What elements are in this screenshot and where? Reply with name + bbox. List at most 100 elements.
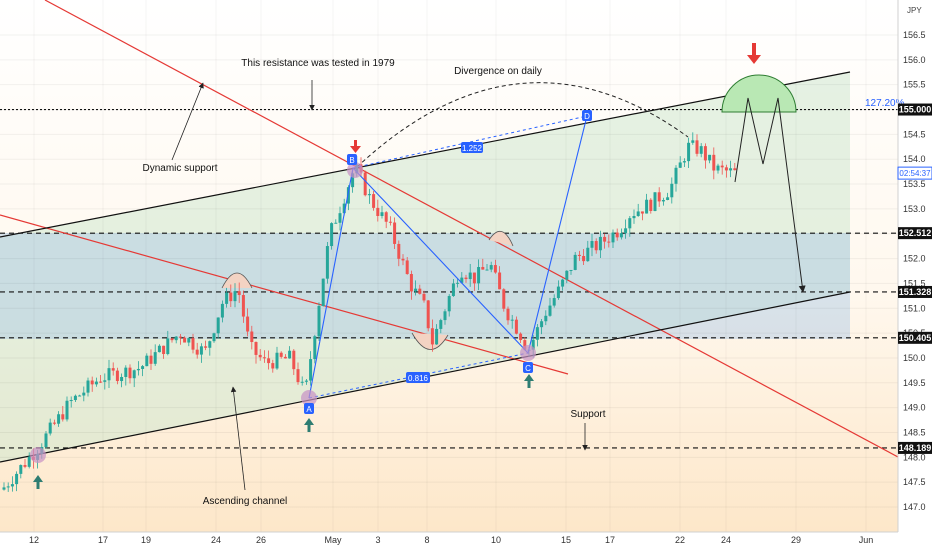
candle <box>510 314 514 329</box>
candles <box>2 132 737 492</box>
candle <box>313 334 317 364</box>
candle <box>716 163 720 174</box>
candle <box>657 187 661 207</box>
candle <box>498 266 502 290</box>
time-tick-label: 8 <box>424 535 429 545</box>
grid <box>0 0 898 532</box>
candle <box>304 379 308 385</box>
point-label-b-text: B <box>349 156 354 165</box>
annotation-ascending-channel: Ascending channel <box>203 496 288 507</box>
candle <box>556 280 560 300</box>
candle <box>107 359 111 388</box>
candle <box>367 188 371 204</box>
channel-fill <box>0 72 850 462</box>
candle <box>724 164 728 178</box>
measure-line-bd <box>352 115 588 169</box>
candle <box>120 373 124 388</box>
candle <box>603 233 607 249</box>
candle <box>191 333 195 354</box>
candle <box>422 290 426 303</box>
candle <box>720 160 724 175</box>
candle <box>233 283 237 308</box>
candle <box>477 259 481 291</box>
candle <box>195 342 199 359</box>
candle <box>283 354 287 359</box>
candle <box>691 132 695 145</box>
candle <box>418 284 422 295</box>
point-label-a-text: A <box>306 405 312 414</box>
candle <box>300 376 304 386</box>
red-arrow-top-icon <box>747 43 761 64</box>
candle <box>309 351 313 386</box>
price-tick-label: 154.5 <box>903 129 926 139</box>
candle <box>586 240 590 262</box>
candle <box>52 419 56 426</box>
candle <box>216 317 220 339</box>
green-arrow-a-icon <box>304 418 314 432</box>
annotation-support: Support <box>570 409 605 420</box>
level-150405-tag-text: 150.405 <box>899 333 932 343</box>
candle <box>460 272 464 284</box>
candle <box>468 263 472 287</box>
price-tick-label: 150.0 <box>903 353 926 363</box>
candle <box>124 365 128 386</box>
candle <box>456 278 460 288</box>
candle <box>636 203 640 217</box>
pivot-circle-b <box>347 162 363 178</box>
candle <box>94 377 98 387</box>
candle <box>632 209 636 224</box>
candle <box>577 250 581 261</box>
candle <box>552 294 556 308</box>
candle <box>288 346 292 359</box>
candle <box>78 394 82 397</box>
candle <box>292 349 296 376</box>
candle <box>57 411 61 427</box>
candle <box>384 211 388 229</box>
price-tick-label: 153.5 <box>903 179 926 189</box>
candle <box>472 272 476 291</box>
candle <box>598 230 602 259</box>
candle <box>136 361 140 376</box>
time-axis[interactable]: 12 17 19 24 26 May 3 8 10 15 17 22 24 29 Jun <box>0 531 898 545</box>
pointer-line-dynamic <box>171 82 204 161</box>
candle <box>338 206 342 231</box>
level-148189-tag: 148.189 <box>898 441 932 454</box>
candle <box>103 373 107 390</box>
candle <box>376 199 380 222</box>
candle <box>573 252 577 271</box>
price-tick-label: 147.0 <box>903 502 926 512</box>
candle <box>611 229 615 248</box>
candle <box>157 344 161 353</box>
candle <box>703 143 707 169</box>
candle <box>372 190 376 211</box>
time-tick-label: Jun <box>859 535 874 545</box>
candle <box>388 216 392 226</box>
candle <box>699 143 703 158</box>
candle <box>65 396 69 422</box>
candle <box>430 319 434 352</box>
candle <box>69 396 73 408</box>
candle <box>489 261 493 273</box>
candle <box>15 471 19 492</box>
level-150405-tag: 150.405 <box>898 331 932 344</box>
candle <box>619 228 623 240</box>
candle <box>678 156 682 168</box>
candle <box>149 349 153 371</box>
candle <box>61 405 65 422</box>
candle <box>502 288 506 312</box>
price-tick-label: 152.0 <box>903 254 926 264</box>
candle <box>258 349 262 361</box>
candle <box>729 160 733 178</box>
candle <box>90 376 94 392</box>
candle <box>2 482 6 491</box>
candle <box>317 302 321 341</box>
candle <box>569 269 573 275</box>
point-label-a: A <box>304 403 314 414</box>
price-tick-label: 153.0 <box>903 204 926 214</box>
candle <box>225 287 229 308</box>
candle <box>405 256 409 275</box>
candle <box>6 482 10 492</box>
time-tick-label: 10 <box>491 535 501 545</box>
